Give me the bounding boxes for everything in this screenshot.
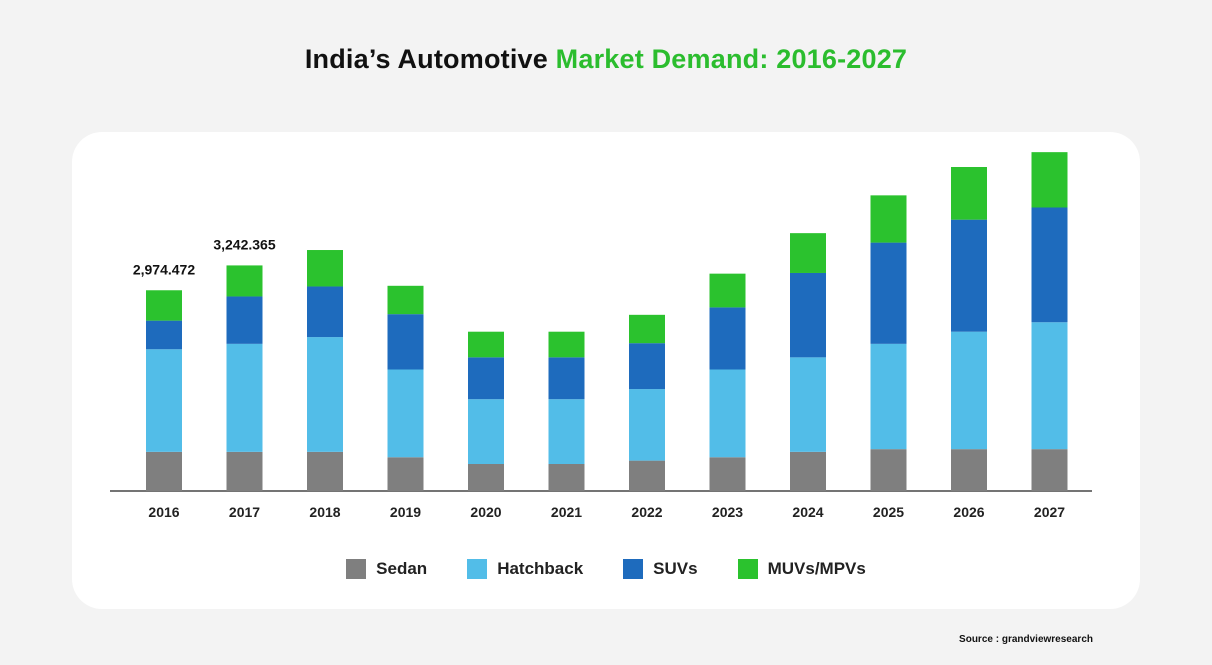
- legend-label-muvs-mpvs: MUVs/MPVs: [767, 559, 866, 578]
- source-note: Source : grandviewresearch: [959, 634, 1093, 645]
- x-tick-label-2017: 2017: [229, 504, 260, 520]
- bar-segment-muvs-mpvs-2016: [146, 290, 182, 321]
- legend: Sedan Hatchback SUVs MUVs/MPVs: [0, 559, 1212, 579]
- bar-segment-muvs-mpvs-2018: [307, 250, 343, 287]
- x-tick-label-2025: 2025: [873, 504, 904, 520]
- bar-segment-muvs-mpvs-2021: [548, 331, 585, 358]
- bar-segment-hatchback-2017: [226, 343, 263, 452]
- bar-segment-sedan-2020: [468, 464, 504, 491]
- bar-segment-sedan-2026: [951, 449, 987, 491]
- bar-segment-muvs-mpvs-2020: [468, 331, 504, 358]
- x-tick-label-2026: 2026: [953, 504, 984, 520]
- bar-segment-muvs-mpvs-2017: [226, 265, 263, 297]
- bar-segment-suvs-2025: [870, 242, 907, 344]
- bar-segment-suvs-2016: [146, 320, 182, 350]
- bar-segment-hatchback-2023: [709, 369, 746, 458]
- bar-segment-hatchback-2020: [468, 399, 504, 464]
- bar-segment-suvs-2018: [307, 286, 343, 338]
- bar-segment-sedan-2027: [1031, 449, 1068, 491]
- bar-segment-muvs-mpvs-2022: [629, 314, 665, 344]
- legend-item-hatchback: Hatchback: [467, 559, 583, 579]
- title-part-2: Market Demand: 2016-2027: [555, 44, 908, 74]
- bar-segment-muvs-mpvs-2026: [951, 167, 987, 220]
- bar-segment-suvs-2026: [951, 219, 987, 332]
- legend-item-sedan: Sedan: [346, 559, 427, 579]
- bar-segment-sedan-2018: [307, 451, 343, 491]
- legend-item-muvs-mpvs: MUVs/MPVs: [737, 559, 866, 579]
- bar-segment-hatchback-2024: [790, 357, 826, 452]
- bar-segment-hatchback-2025: [870, 343, 907, 450]
- bar-segment-suvs-2020: [468, 357, 504, 400]
- bar-segment-suvs-2019: [387, 314, 424, 370]
- bar-segment-suvs-2021: [548, 357, 585, 400]
- legend-swatch-suvs: [623, 559, 644, 579]
- title-part-1: India’s Automotive: [304, 44, 556, 74]
- bar-segment-suvs-2024: [790, 272, 826, 358]
- bar-segment-sedan-2025: [870, 449, 907, 491]
- x-tick-label-2021: 2021: [551, 504, 582, 520]
- bar-segment-sedan-2023: [709, 457, 746, 491]
- legend-label-suvs: SUVs: [653, 559, 698, 578]
- bar-segment-muvs-mpvs-2024: [790, 233, 826, 273]
- bar-segment-sedan-2017: [226, 451, 263, 491]
- legend-swatch-sedan: [346, 559, 367, 579]
- legend-swatch-muvs-mpvs: [737, 559, 758, 579]
- x-tick-label-2027: 2027: [1034, 504, 1065, 520]
- bar-segment-sedan-2021: [548, 464, 585, 491]
- data-label-2016: 2,974.472: [133, 261, 195, 277]
- x-tick-label-2024: 2024: [792, 504, 823, 520]
- bar-segment-suvs-2017: [226, 296, 263, 344]
- legend-swatch-hatchback: [467, 559, 488, 579]
- x-tick-label-2019: 2019: [390, 504, 421, 520]
- bar-segment-muvs-mpvs-2023: [709, 273, 746, 308]
- bar-segment-hatchback-2019: [387, 369, 424, 458]
- bar-segment-hatchback-2027: [1031, 322, 1068, 450]
- legend-label-sedan: Sedan: [376, 559, 428, 578]
- bar-segment-sedan-2019: [387, 457, 424, 491]
- bar-segment-suvs-2022: [629, 343, 665, 390]
- x-tick-label-2016: 2016: [148, 504, 179, 520]
- x-tick-label-2023: 2023: [712, 504, 743, 520]
- data-label-2017: 3,242.365: [213, 236, 275, 252]
- chart-title: India’s Automotive Market Demand: 2016-2…: [0, 44, 1212, 75]
- bar-segment-muvs-mpvs-2027: [1031, 152, 1068, 208]
- bar-segment-hatchback-2021: [548, 399, 585, 464]
- bar-segment-hatchback-2016: [146, 349, 182, 452]
- bar-segment-muvs-mpvs-2019: [387, 285, 424, 315]
- bar-segment-sedan-2022: [629, 460, 665, 491]
- bar-segment-sedan-2024: [790, 451, 826, 491]
- bar-segment-hatchback-2026: [951, 331, 987, 450]
- x-tick-label-2022: 2022: [631, 504, 662, 520]
- legend-item-suvs: SUVs: [623, 559, 698, 579]
- bar-segment-suvs-2027: [1031, 207, 1068, 323]
- bar-segment-sedan-2016: [146, 451, 182, 491]
- bar-segment-hatchback-2018: [307, 337, 343, 452]
- bar-segment-suvs-2023: [709, 307, 746, 370]
- bar-segment-muvs-mpvs-2025: [870, 195, 907, 243]
- legend-label-hatchback: Hatchback: [497, 559, 584, 578]
- x-tick-label-2020: 2020: [470, 504, 501, 520]
- x-tick-label-2018: 2018: [309, 504, 340, 520]
- bar-segment-hatchback-2022: [629, 389, 665, 461]
